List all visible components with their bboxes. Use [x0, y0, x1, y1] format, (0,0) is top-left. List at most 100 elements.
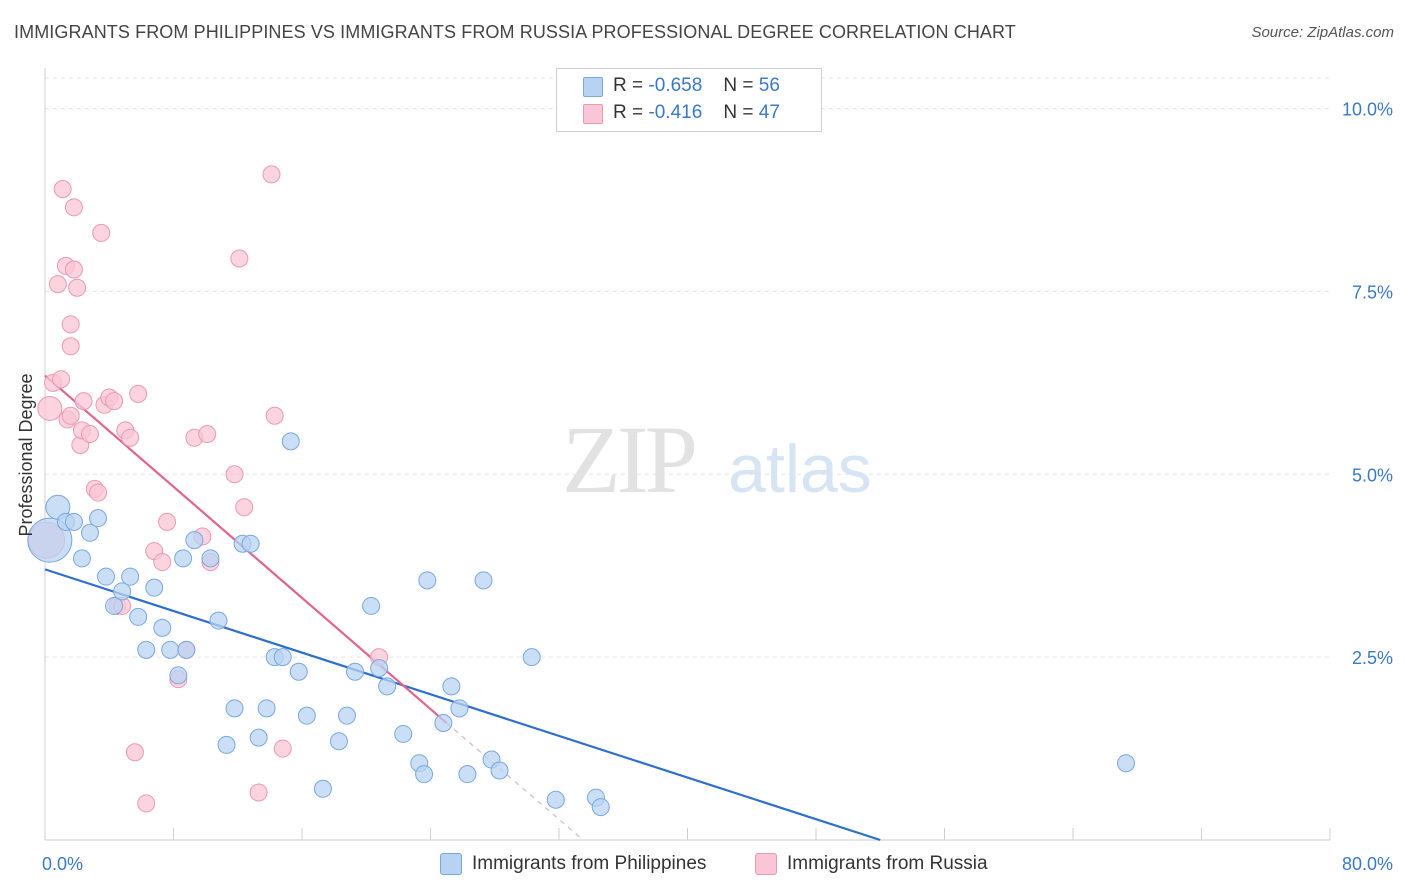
russia-point: [137, 794, 156, 813]
y-tick-label: 10.0%: [1342, 100, 1393, 120]
russia-point: [235, 498, 254, 517]
russia-point: [92, 223, 111, 242]
y-tick-label: 5.0%: [1352, 465, 1393, 485]
philippines-point: [450, 699, 469, 718]
philippines-point: [281, 432, 300, 451]
philippines-point: [153, 618, 172, 637]
russia-point: [64, 198, 83, 217]
philippines-point: [209, 611, 228, 630]
philippines-point: [346, 662, 365, 681]
y-tick-label: 2.5%: [1352, 648, 1393, 668]
philippines-point: [97, 567, 116, 586]
philippines-point: [129, 607, 148, 626]
philippines-point: [490, 761, 509, 780]
philippines-point: [415, 765, 434, 784]
chart-title: IMMIGRANTS FROM PHILIPPINES VS IMMIGRANT…: [14, 22, 1016, 42]
y-tick-label: 7.5%: [1352, 282, 1393, 302]
philippines-swatch: [583, 77, 603, 97]
russia-point: [80, 425, 99, 444]
philippines-point: [113, 582, 132, 601]
philippines-point: [289, 662, 308, 681]
philippines-point: [185, 531, 204, 550]
philippines-point: [329, 732, 348, 751]
russia-swatch: [583, 104, 603, 124]
philippines-point: [434, 713, 453, 732]
legend-n-value: 56: [758, 75, 780, 96]
russia-point: [74, 392, 93, 411]
philippines-point: [378, 677, 397, 696]
bottom-legend-russia-label: Immigrants from Russia: [787, 853, 988, 874]
legend-r-label: R =: [613, 75, 644, 96]
russia-point: [198, 425, 217, 444]
russia-point: [249, 783, 268, 802]
philippines-point: [161, 640, 180, 659]
philippines-point: [313, 779, 332, 798]
source-label: Source: ZipAtlas.com: [1251, 24, 1394, 41]
russia-point: [68, 278, 87, 297]
russia-point: [158, 512, 177, 531]
philippines-point: [169, 666, 188, 685]
legend-r-value: -0.416: [648, 102, 703, 123]
philippines-point: [174, 549, 193, 568]
legend-n-value: 47: [758, 102, 780, 123]
x-tick-label: 80.0%: [1342, 854, 1393, 874]
russia-point: [89, 483, 108, 502]
philippines-point: [80, 523, 99, 542]
russia-point: [105, 392, 124, 411]
russia-point: [129, 384, 148, 403]
russia-point: [265, 406, 284, 425]
russia-point: [153, 553, 172, 572]
philippines-point: [201, 549, 220, 568]
russia-point: [37, 395, 63, 421]
philippines-point: [1117, 754, 1136, 773]
russia-point: [262, 165, 281, 184]
bottom-legend-philippines-label: Immigrants from Philippines: [472, 853, 707, 874]
philippines-point: [370, 659, 389, 678]
y-axis-label: Professional Degree: [16, 373, 36, 536]
philippines-point: [137, 640, 156, 659]
russia-point: [64, 260, 83, 279]
philippines-point: [522, 648, 541, 667]
philippines-point: [241, 534, 260, 553]
philippines-point: [177, 640, 196, 659]
tick-labels: 2.5% 5.0% 7.5% 10.0% 0.0% 80.0%: [42, 100, 1393, 874]
russia-point: [61, 406, 80, 425]
philippines-swatch: [440, 853, 462, 875]
philippines-point: [105, 596, 124, 615]
legend-r-value: -0.658: [648, 75, 703, 96]
correlation-legend: R = -0.658 N = 56 R = -0.416 N = 47: [556, 68, 822, 132]
russia-point: [225, 465, 244, 484]
philippines-point: [442, 677, 461, 696]
philippines-point: [273, 648, 292, 667]
russia-point: [48, 275, 67, 294]
philippines-point: [145, 578, 164, 597]
watermark-zip: ZIP: [562, 406, 695, 513]
philippines-point: [418, 571, 437, 590]
philippines-point: [225, 699, 244, 718]
legend-n-label: N =: [723, 102, 754, 123]
philippines-point: [394, 724, 413, 743]
philippines-point: [591, 798, 610, 817]
russia-point: [230, 249, 249, 268]
russia-point: [61, 337, 80, 356]
philippines-point: [89, 509, 108, 528]
philippines-point: [458, 765, 477, 784]
philippines-point: [72, 549, 91, 568]
russia-point: [53, 180, 72, 199]
watermark: ZIP atlas: [562, 406, 872, 513]
philippines-point: [249, 728, 268, 747]
philippines-point: [362, 596, 381, 615]
russia-point: [273, 739, 292, 758]
russia-point: [125, 743, 144, 762]
philippines-point: [257, 699, 276, 718]
russia-point: [121, 428, 140, 447]
philippines-point: [474, 571, 493, 590]
philippines-point: [337, 706, 356, 725]
philippines-point: [121, 567, 140, 586]
russia-point: [52, 370, 71, 389]
watermark-atlas: atlas: [728, 431, 872, 507]
russia-swatch: [755, 853, 777, 875]
x-tick-label: 0.0%: [42, 854, 83, 874]
data-points: [27, 165, 1136, 817]
